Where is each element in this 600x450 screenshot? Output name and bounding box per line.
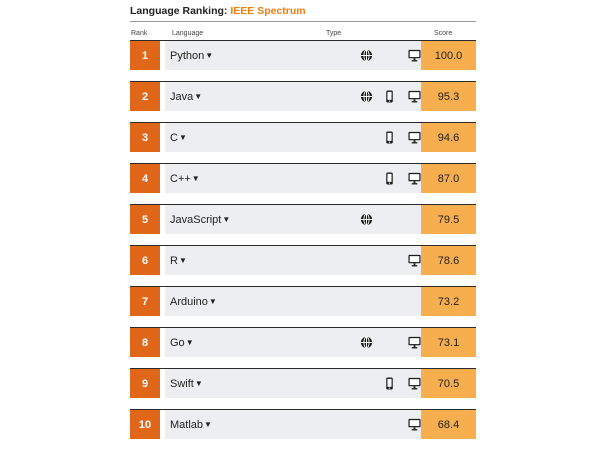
language-name: Java	[170, 91, 194, 103]
ranking-row: 7 Arduino▼ 73.2	[130, 286, 476, 316]
caret-down-icon: ▼	[204, 420, 212, 429]
rank-badge: 9	[130, 369, 160, 398]
language-cell: Arduino▼	[165, 287, 444, 316]
desktop-icon	[408, 90, 421, 103]
language-name: R	[170, 255, 178, 267]
web-icon	[360, 90, 373, 103]
caret-down-icon: ▼	[205, 51, 214, 60]
language-name: Arduino	[170, 296, 208, 308]
language-cell: R▼	[165, 246, 421, 275]
caret-down-icon: ▼	[178, 133, 187, 142]
ranking-row: 8 Go▼ 73.1	[130, 327, 476, 357]
score-value: 73.1	[421, 328, 476, 357]
rank-badge: 3	[130, 123, 160, 152]
ranking-row: 5 JavaScript▼ 79.5	[130, 204, 476, 234]
caret-down-icon: ▼	[178, 256, 187, 265]
ranking-row: 3 C▼ 94.6	[130, 122, 476, 152]
score-value: 68.4	[421, 410, 476, 439]
caret-down-icon: ▼	[222, 215, 231, 224]
rank-badge: 6	[130, 246, 160, 275]
caret-down-icon: ▼	[194, 379, 203, 388]
rank-column-header: Rank	[131, 30, 148, 37]
language-dropdown[interactable]: C++▼	[170, 164, 200, 193]
ranking-row: 4 C++▼ 87.0	[130, 163, 476, 193]
ranking-row: 1 Python▼ 100.0	[130, 40, 476, 70]
language-column-header: Language	[172, 30, 204, 37]
rank-badge: 2	[130, 82, 160, 111]
language-dropdown[interactable]: Go▼	[170, 328, 194, 357]
desktop-icon	[408, 131, 421, 144]
web-icon	[360, 49, 373, 62]
score-value: 70.5	[421, 369, 476, 398]
title-prefix: Language Ranking:	[130, 5, 231, 17]
mobile-icon	[383, 131, 396, 144]
score-value: 87.0	[421, 164, 476, 193]
score-value: 78.6	[421, 246, 476, 275]
rank-badge: 8	[130, 328, 160, 357]
language-dropdown[interactable]: Swift▼	[170, 369, 203, 398]
column-headers: Rank Language Type Score	[0, 30, 600, 40]
score-value: 73.2	[421, 287, 476, 316]
score-value: 95.3	[421, 82, 476, 111]
score-column-header: Score	[434, 30, 453, 37]
mobile-icon	[383, 172, 396, 185]
ranking-title: Language Ranking: IEEE Spectrum	[130, 2, 476, 22]
language-dropdown[interactable]: C▼	[170, 123, 187, 152]
rank-badge: 1	[130, 41, 160, 70]
desktop-icon	[408, 172, 421, 185]
ranking-row: 2 Java▼ 95.3	[130, 81, 476, 111]
ranking-row: 10 Matlab▼ 68.4	[130, 409, 476, 439]
language-dropdown[interactable]: Arduino▼	[170, 287, 217, 316]
language-dropdown[interactable]: Python▼	[170, 41, 213, 70]
caret-down-icon: ▼	[194, 92, 203, 101]
language-name: JavaScript	[170, 214, 222, 226]
web-icon	[360, 336, 373, 349]
mobile-icon	[383, 90, 396, 103]
language-cell: C++▼	[165, 164, 444, 193]
language-name: Swift	[170, 378, 194, 390]
desktop-icon	[408, 418, 421, 431]
type-column-header: Type	[326, 30, 342, 37]
language-cell: Python▼	[165, 41, 444, 70]
desktop-icon	[408, 49, 421, 62]
language-cell: C▼	[165, 123, 444, 152]
language-dropdown[interactable]: R▼	[170, 246, 187, 275]
language-dropdown[interactable]: Java▼	[170, 82, 202, 111]
language-dropdown[interactable]: Matlab▼	[170, 410, 212, 439]
rank-badge: 7	[130, 287, 160, 316]
desktop-icon	[408, 336, 421, 349]
language-name: C++	[170, 173, 191, 185]
caret-down-icon: ▼	[191, 174, 200, 183]
mobile-icon	[383, 377, 396, 390]
language-cell: Go▼	[165, 328, 421, 357]
score-value: 100.0	[421, 41, 476, 70]
language-name: Matlab	[170, 419, 204, 431]
language-cell: Swift▼	[165, 369, 421, 398]
desktop-icon	[408, 254, 421, 267]
ranking-row: 9 Swift▼ 70.5	[130, 368, 476, 398]
score-value: 94.6	[421, 123, 476, 152]
language-name: Go	[170, 337, 185, 349]
language-cell: JavaScript▼	[165, 205, 421, 234]
language-dropdown[interactable]: JavaScript▼	[170, 205, 230, 234]
rank-badge: 5	[130, 205, 160, 234]
language-ranking-widget: Language Ranking: IEEE Spectrum Rank Lan…	[0, 2, 600, 439]
web-icon	[360, 213, 373, 226]
desktop-icon	[408, 377, 421, 390]
ranking-row: 6 R▼ 78.6	[130, 245, 476, 275]
language-name: Python	[170, 50, 205, 62]
rank-badge: 10	[130, 410, 160, 439]
language-cell: Java▼	[165, 82, 421, 111]
rank-badge: 4	[130, 164, 160, 193]
language-name: C	[170, 132, 178, 144]
title-accent: IEEE Spectrum	[230, 5, 306, 17]
caret-down-icon: ▼	[185, 338, 194, 347]
ranking-list: 1 Python▼ 100.0 2 Java▼ 95.3 3 C▼ 94.6 4 C++▼ 87.0 5…	[130, 40, 476, 450]
caret-down-icon: ▼	[208, 297, 217, 306]
score-value: 79.5	[421, 205, 476, 234]
language-cell: Matlab▼	[165, 410, 421, 439]
